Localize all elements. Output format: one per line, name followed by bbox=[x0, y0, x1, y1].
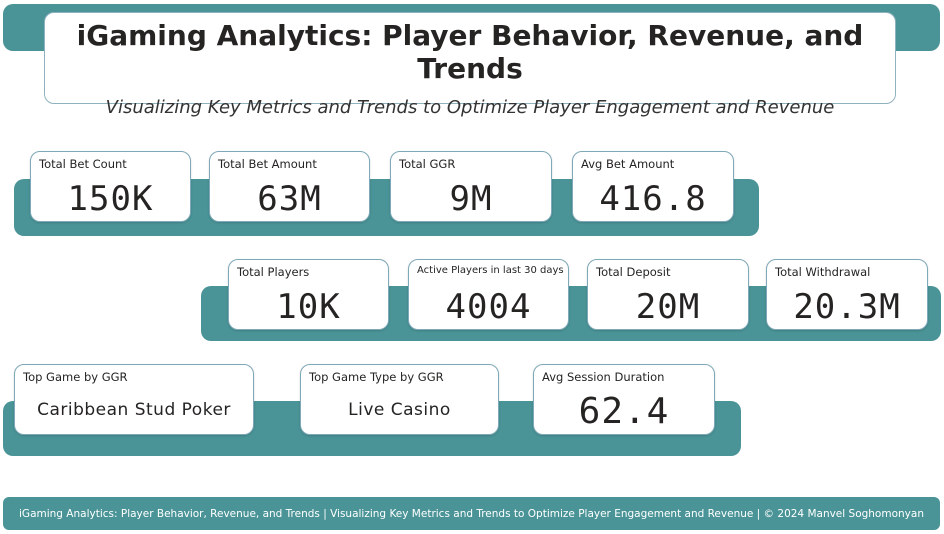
kpi-value: 20M bbox=[635, 287, 701, 327]
kpi-card-total-withdrawal[interactable]: Total Withdrawal 20.3M bbox=[766, 259, 928, 330]
kpi-label: Avg Bet Amount bbox=[581, 157, 675, 171]
kpi-value: 4004 bbox=[445, 287, 532, 327]
kpi-card-active-players[interactable]: Active Players in last 30 days 4004 bbox=[408, 259, 569, 330]
kpi-card-top-game-type[interactable]: Top Game Type by GGR Live Casino bbox=[300, 364, 499, 435]
kpi-value: 20.3M bbox=[793, 287, 901, 327]
kpi-label: Total Bet Amount bbox=[218, 157, 317, 171]
footer-text: iGaming Analytics: Player Behavior, Reve… bbox=[19, 507, 924, 520]
kpi-card-avg-bet-amount[interactable]: Avg Bet Amount 416.8 bbox=[572, 151, 734, 222]
kpi-card-avg-session-duration[interactable]: Avg Session Duration 62.4 bbox=[533, 364, 715, 435]
kpi-label: Total Players bbox=[237, 265, 310, 279]
kpi-card-total-players[interactable]: Total Players 10K bbox=[228, 259, 389, 330]
kpi-label: Avg Session Duration bbox=[542, 370, 665, 384]
kpi-value: 9M bbox=[449, 179, 493, 219]
kpi-card-total-bet-amount[interactable]: Total Bet Amount 63M bbox=[209, 151, 370, 222]
page-subtitle: Visualizing Key Metrics and Trends to Op… bbox=[105, 97, 835, 118]
kpi-label: Total Withdrawal bbox=[775, 265, 871, 279]
kpi-value: 63M bbox=[257, 179, 322, 219]
kpi-label: Total Deposit bbox=[596, 265, 671, 279]
kpi-value: Live Casino bbox=[348, 400, 451, 420]
kpi-label: Total GGR bbox=[399, 157, 456, 171]
title-box: iGaming Analytics: Player Behavior, Reve… bbox=[44, 12, 896, 118]
footer-band: iGaming Analytics: Player Behavior, Reve… bbox=[3, 497, 940, 530]
kpi-card-total-bet-count[interactable]: Total Bet Count 150K bbox=[30, 151, 191, 222]
kpi-label: Top Game Type by GGR bbox=[309, 370, 444, 384]
kpi-card-total-ggr[interactable]: Total GGR 9M bbox=[390, 151, 552, 222]
kpi-value: 10K bbox=[276, 287, 341, 327]
kpi-label: Top Game by GGR bbox=[23, 370, 128, 384]
kpi-card-total-deposit[interactable]: Total Deposit 20M bbox=[587, 259, 749, 330]
kpi-value: 416.8 bbox=[599, 179, 707, 219]
kpi-value: 150K bbox=[67, 179, 154, 219]
kpi-card-top-game[interactable]: Top Game by GGR Caribbean Stud Poker bbox=[14, 364, 254, 435]
kpi-value: Caribbean Stud Poker bbox=[37, 400, 231, 420]
kpi-label: Active Players in last 30 days bbox=[417, 265, 564, 276]
kpi-label: Total Bet Count bbox=[39, 157, 127, 171]
page-title: iGaming Analytics: Player Behavior, Reve… bbox=[76, 19, 864, 85]
kpi-value: 62.4 bbox=[578, 391, 670, 432]
